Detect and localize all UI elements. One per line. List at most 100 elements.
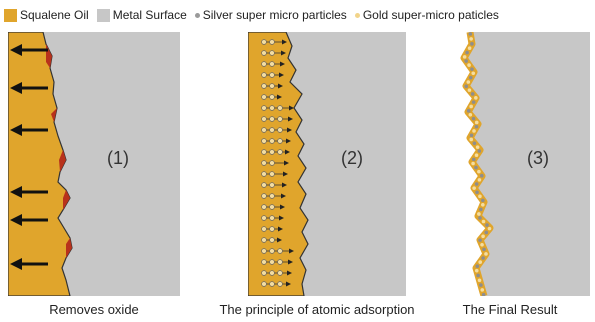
- panel-2-drawing: (2): [248, 32, 406, 296]
- particle-chain: [261, 160, 289, 166]
- gold-particle: [261, 83, 267, 89]
- gold-particle: [472, 129, 476, 133]
- particle-chain: [261, 204, 285, 210]
- gold-particle: [467, 63, 471, 67]
- silver-particle: [471, 116, 476, 121]
- panel-3-drawing: (3): [430, 32, 590, 296]
- gold-particle: [269, 270, 275, 276]
- gold-particle: [480, 242, 484, 247]
- oxide-deposits: [46, 44, 72, 258]
- gold-particle: [269, 138, 275, 144]
- legend-item-gold-particles: Gold super-micro paticles: [354, 8, 499, 22]
- silver-particle: [481, 256, 485, 260]
- gold-particle: [269, 259, 275, 265]
- gold-particle: [477, 212, 481, 216]
- silver-particle: [470, 67, 474, 71]
- gold-particle: [481, 234, 485, 239]
- silver-particle: [481, 198, 485, 203]
- silver-particle: [474, 165, 478, 170]
- gold-particle: [277, 127, 283, 133]
- silver-particle: [471, 157, 476, 162]
- legend-label-gold-particles: Gold super-micro paticles: [362, 8, 499, 22]
- particle-chain: [261, 61, 285, 67]
- silver-particle: [472, 141, 477, 146]
- gold-particle: [277, 105, 283, 111]
- metal-surface: [464, 32, 590, 296]
- arrow-left-icon: [10, 124, 48, 136]
- gold-particle: [269, 116, 275, 122]
- arrow-left-icon: [10, 186, 48, 198]
- gold-particle: [469, 37, 473, 41]
- panel-1-drawing: (1): [8, 32, 180, 296]
- gold-particle: [478, 194, 482, 199]
- panel-number: (1): [107, 148, 129, 168]
- panel-final-result: (3): [430, 32, 590, 296]
- gold-particle: [471, 71, 476, 76]
- gold-particle: [261, 39, 267, 45]
- removal-arrows: [10, 44, 48, 270]
- silver-particle: [468, 75, 473, 80]
- particle-chain: [261, 270, 292, 276]
- particle-chain: [261, 138, 291, 144]
- legend: Squalene Oil Metal Surface Silver super …: [4, 7, 507, 23]
- caption-atomic-adsorption: The principle of atomic adsorption: [219, 302, 415, 317]
- gold-particle: [269, 83, 275, 89]
- silver-particle: [475, 264, 480, 268]
- particle-chain: [261, 226, 283, 232]
- particle-chain: [261, 94, 282, 100]
- particle-chain: [261, 193, 286, 199]
- panel-atomic-adsorption: (2): [248, 32, 406, 296]
- gold-particle: [474, 268, 479, 273]
- gold-particle: [474, 96, 478, 100]
- squalene-oil-layer: [8, 32, 73, 296]
- gold-particle: [469, 104, 473, 109]
- silver-particle: [479, 173, 484, 178]
- gold-particle: [261, 149, 267, 155]
- silver-particle: [470, 92, 475, 96]
- gold-particle: [480, 288, 485, 292]
- gold-particle: [477, 169, 481, 174]
- gold-particle: [466, 80, 471, 84]
- particle-chain: [261, 105, 294, 111]
- gold-particle: [269, 160, 275, 166]
- gold-particle: [261, 182, 267, 188]
- gold-particle: [467, 88, 472, 92]
- gold-particle: [269, 215, 275, 221]
- legend-label-metal-surface: Metal Surface: [112, 8, 187, 22]
- particle-chain: [261, 72, 284, 78]
- panel-number: (2): [341, 148, 363, 168]
- gold-particle: [471, 161, 475, 166]
- gold-particle: [269, 61, 275, 67]
- gold-particle: [261, 171, 267, 177]
- silver-particle: [484, 230, 489, 235]
- caption-final-result: The Final Result: [462, 302, 558, 317]
- arrow-left-icon: [10, 44, 48, 56]
- legend-label-silver-particles: Silver super micro particles: [202, 8, 347, 22]
- gold-particle: [474, 120, 479, 125]
- silver-particle: [478, 216, 482, 220]
- gold-particle: [277, 116, 283, 122]
- gold-particle: [277, 138, 283, 144]
- gold-particle: [261, 138, 267, 144]
- gold-particle: [269, 72, 275, 78]
- gold-particle: [481, 219, 486, 224]
- particle-chain: [261, 171, 288, 177]
- silver-particle: [475, 190, 479, 195]
- silver-particle: [470, 42, 474, 46]
- metal-surface-swatch: [96, 8, 110, 22]
- coating-particles: [462, 32, 492, 296]
- silver-particle: [465, 50, 469, 55]
- gold-particle: [475, 145, 480, 149]
- silver-particle: [469, 133, 474, 138]
- silver-particle: [478, 238, 482, 242]
- gold-particle: [269, 237, 275, 243]
- silver-particle: [476, 273, 480, 278]
- particle-chain: [261, 281, 291, 287]
- gold-particle: [261, 160, 267, 166]
- gold-particle: [269, 50, 275, 56]
- silver-particle: [481, 292, 486, 296]
- gold-particle: [261, 72, 267, 78]
- silver-particle: [464, 59, 468, 63]
- gold-particle: [478, 260, 483, 264]
- gold-particle: [269, 182, 275, 188]
